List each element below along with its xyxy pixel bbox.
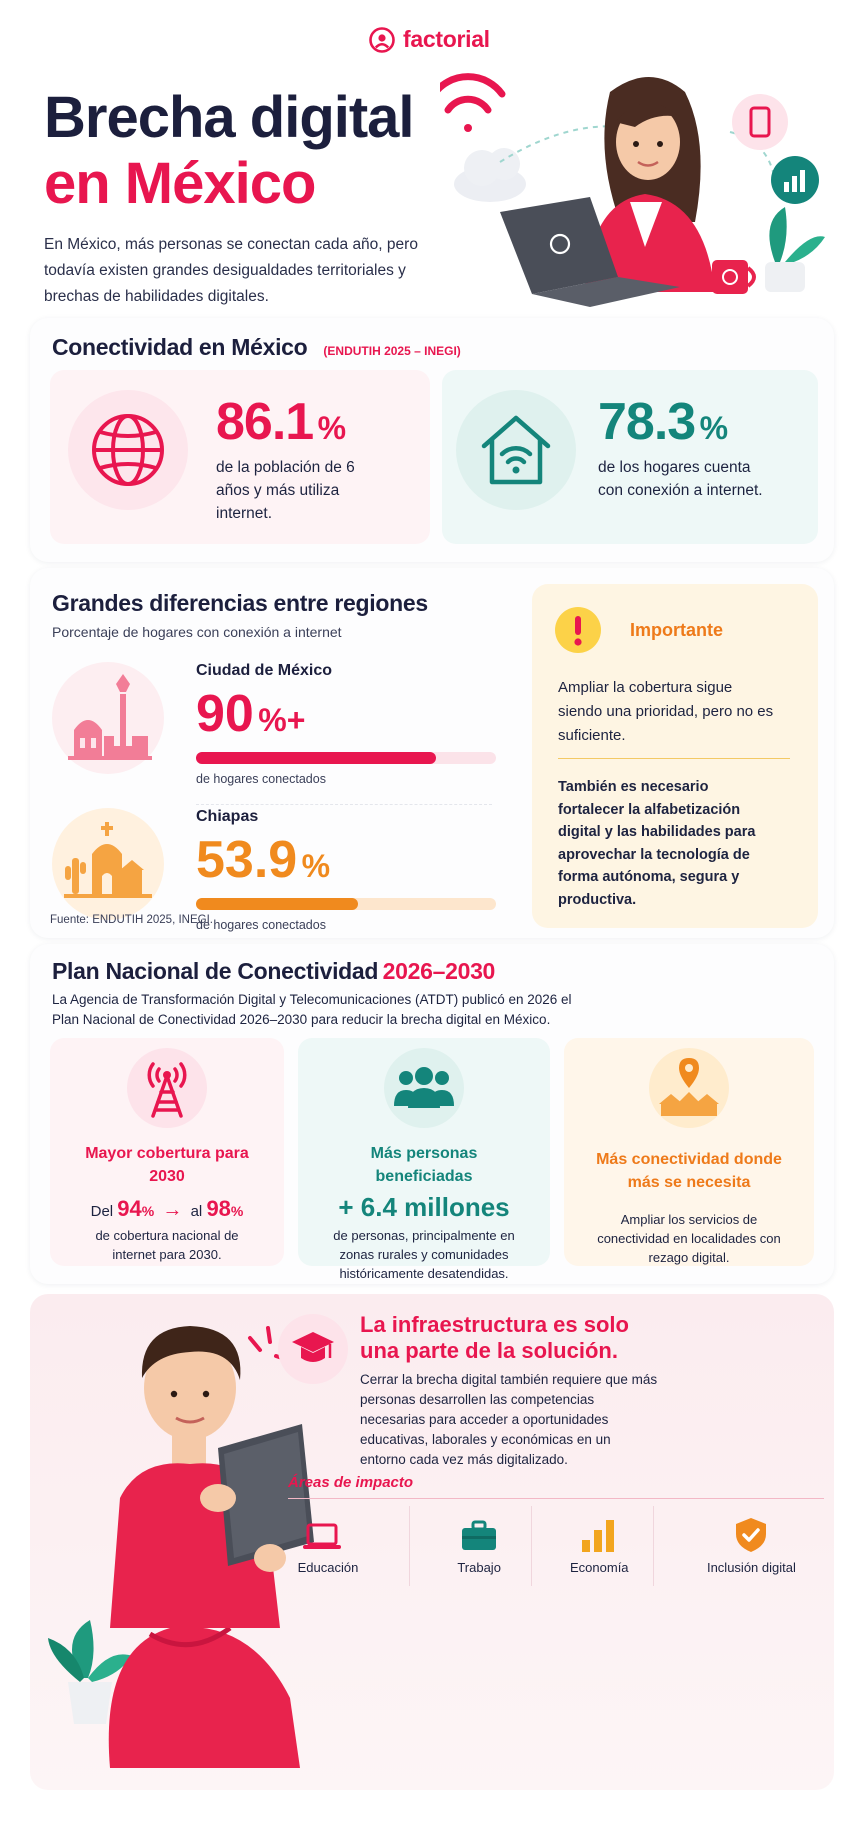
connectivity-section: Conectividad en México (ENDUTIH 2025 – I… [30, 318, 834, 562]
stat-value-households: 78.3 [598, 393, 696, 451]
regions-source: Fuente: ENDUTIH 2025, INEGI. [50, 914, 213, 926]
infra-section: La infraestructura es solo una parte de … [30, 1294, 834, 1790]
stat-card-population: 86.1 % de la población de 6 años y más u… [50, 370, 430, 544]
intro-text: En México, más personas se conectan cada… [44, 236, 418, 305]
plan-card-coverage-text: de cobertura nacional de internet para 2… [95, 1228, 239, 1262]
impact-area-economy: Economía [532, 1506, 655, 1586]
regions-section: Grandes diferencias entre regiones Porce… [30, 568, 834, 938]
plan-card-people-highlight: + 6.4 millones [338, 1192, 510, 1222]
stat-unit-population: % [317, 410, 347, 446]
region-unit-chiapas: % [301, 848, 331, 884]
important-text-2: También es necesario fortalecer la alfab… [558, 779, 756, 908]
cloud-icon [454, 148, 526, 202]
infra-text: Cerrar la brecha digital también requier… [360, 1372, 658, 1467]
angel-monument-icon [68, 674, 152, 760]
region-item-cdmx: Ciudad de México 90 %+ de hogares conect… [50, 646, 520, 786]
impact-area-inclusion: Inclusión digital [654, 1506, 824, 1586]
connectivity-title: Conectividad en México [52, 334, 308, 360]
plan-title-years: 2026–2030 [382, 958, 496, 984]
impact-areas-row: Educación Trabajo Economía Inclusión d [288, 1506, 824, 1586]
bar-chart-icon [582, 1520, 615, 1552]
region-bar-fill-cdmx [196, 752, 436, 764]
page-title-line2: en México [44, 151, 316, 216]
exclamation-icon [555, 607, 601, 653]
plan-description: La Agencia de Transformación Digital y T… [52, 992, 572, 1027]
globe-icon [92, 414, 164, 486]
home-wifi-icon [481, 415, 551, 485]
plan-coverage-from-unit: % [141, 1203, 155, 1219]
impact-area-inclusion-label: Inclusión digital [706, 1560, 796, 1575]
arrow-right-icon: → [162, 1199, 183, 1221]
impact-area-education-label: Educación [297, 1560, 359, 1575]
wifi-icon [440, 73, 506, 132]
laptop-icon [303, 1523, 341, 1549]
regions-title: Grandes diferencias entre regiones [52, 590, 428, 616]
plan-card-need-title: Más conectividad donde más se necesita [596, 1151, 782, 1191]
region-caption-cdmx: de hogares conectados [196, 772, 326, 786]
man-tablet-illustration [48, 1326, 314, 1768]
region-bar-cdmx [196, 752, 496, 764]
infra-title: La infraestructura es solo una parte de … [360, 1312, 629, 1363]
graduation-cap-icon [292, 1332, 334, 1362]
region-caption-chiapas: de hogares conectados [196, 918, 326, 932]
impact-area-education: Educación [288, 1506, 411, 1586]
region-bar-fill-chiapas [196, 898, 358, 910]
plan-card-coverage: Mayor cobertura para 2030 Del 94% → al 9… [50, 1038, 284, 1266]
impact-area-work-label: Trabajo [457, 1560, 501, 1575]
plant-icon [48, 1620, 132, 1724]
region-name-chiapas: Chiapas [196, 808, 259, 825]
stat-card-households: 78.3 % de los hogares cuenta con conexió… [442, 370, 818, 544]
important-text-1: Ampliar la cobertura sigue siendo una pr… [558, 679, 774, 744]
region-value-cdmx: 90 [196, 685, 254, 743]
region-value-chiapas: 53.9 [196, 831, 298, 889]
antenna-icon [147, 1062, 187, 1118]
church-cactus-icon [64, 822, 152, 898]
brand-name: factorial [403, 26, 490, 52]
region-bar-chiapas [196, 898, 496, 910]
region-item-chiapas: Chiapas 53.9 % de hogares conectados [50, 800, 520, 940]
shield-check-icon [736, 1518, 767, 1552]
plan-card-coverage-title: Mayor cobertura para 2030 [85, 1145, 249, 1185]
stat-unit-households: % [699, 410, 729, 446]
plan-title: Plan Nacional de Conectividad [52, 958, 379, 984]
plan-section: Plan Nacional de Conectividad 2026–2030 … [30, 944, 834, 1284]
plan-card-people: Más personas beneficiadas + 6.4 millones… [298, 1038, 550, 1281]
plan-coverage-to-unit: % [230, 1203, 244, 1219]
region-unit-cdmx: %+ [258, 702, 306, 738]
plan-coverage-mid: al [190, 1203, 203, 1220]
region-name-cdmx: Ciudad de México [196, 662, 333, 679]
plan-card-people-title: Más personas beneficiadas [370, 1145, 478, 1185]
plan-card-need-text: Ampliar los servicios de conectividad en… [597, 1212, 781, 1265]
woman-laptop-illustration [440, 73, 825, 307]
important-callout: Importante Ampliar la cobertura sigue si… [532, 584, 818, 928]
stat-text-households: de los hogares cuenta con conexión a int… [598, 459, 763, 499]
briefcase-icon [462, 1520, 497, 1550]
impact-areas-title: Áreas de impacto [288, 1474, 414, 1491]
connectivity-source-tag: (ENDUTIH 2025 – INEGI) [323, 344, 461, 358]
plan-coverage-prefix: Del [90, 1203, 114, 1220]
stat-text-population: de la población de 6 años y más utiliza … [216, 459, 355, 522]
factorial-logo-icon [369, 26, 395, 53]
impact-area-economy-label: Economía [570, 1560, 629, 1575]
plan-card-need: Más conectividad donde más se necesita A… [564, 1038, 814, 1266]
impact-area-work: Trabajo [410, 1506, 533, 1586]
plan-coverage-to: 98 [206, 1196, 231, 1221]
plan-coverage-from: 94 [117, 1196, 142, 1221]
location-houses-icon [659, 1058, 719, 1116]
people-group-icon [394, 1067, 454, 1108]
plan-card-people-text: de personas, principalmente en zonas rur… [333, 1228, 515, 1281]
stat-value-population: 86.1 [216, 393, 314, 451]
brand-logo: factorial [369, 26, 490, 53]
important-title: Importante [630, 620, 724, 640]
regions-subtitle: Porcentaje de hogares con conexión a int… [52, 624, 342, 640]
page-title-line1: Brecha digital [44, 85, 415, 150]
